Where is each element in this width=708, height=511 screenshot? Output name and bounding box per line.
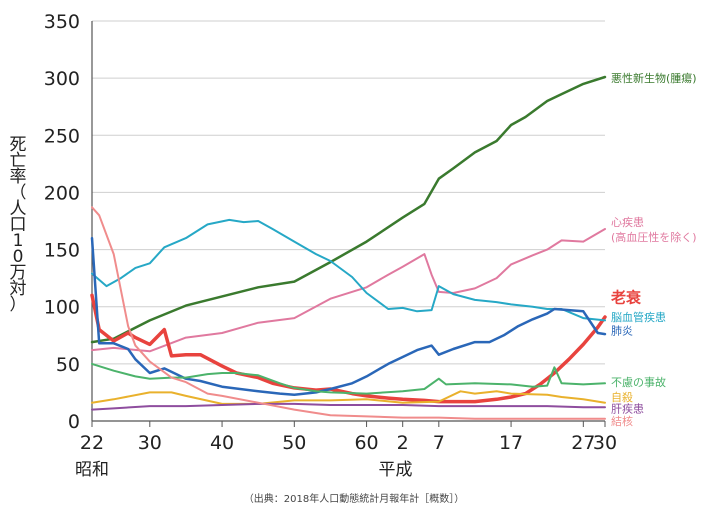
x-tick-label: 30	[138, 432, 162, 454]
y-tick-label: 250	[44, 125, 80, 147]
y-axis-label-char: 0	[13, 247, 24, 267]
series-label: 結核	[611, 414, 633, 428]
series-label: 脳血管疾患	[611, 310, 666, 324]
series-label: 悪性新生物(腫瘍)	[611, 71, 697, 85]
y-tick-label: 50	[56, 354, 80, 376]
series-label: 不慮の事故	[611, 375, 666, 389]
series-line	[91, 206, 606, 420]
y-tick-label: 0	[68, 411, 80, 433]
x-tick-label: 22	[80, 432, 104, 454]
series-line	[91, 218, 606, 322]
series-line	[91, 362, 606, 395]
series-line	[91, 228, 606, 353]
source-note: （出典：2018年人口動態統計月報年計［概数］）	[244, 492, 464, 505]
y-tick-label: 350	[44, 11, 80, 33]
series-line	[91, 402, 606, 411]
y-tick-label: 300	[44, 68, 80, 90]
series-line	[90, 293, 607, 404]
x-tick-label: 50	[282, 432, 306, 454]
y-tick-label: 200	[44, 182, 80, 204]
series-label: 心疾患	[611, 215, 644, 229]
x-tick-label: 2	[397, 432, 409, 454]
y-axis-label-char: 人	[10, 199, 27, 219]
y-axis-label-char: ）	[10, 295, 27, 315]
series-line	[91, 390, 606, 405]
series-label: 肝疾患	[611, 401, 644, 415]
series-label: 肺炎	[611, 325, 633, 338]
series-line	[90, 236, 607, 396]
series-label: 自殺	[611, 390, 633, 404]
y-axis-label-char: 万	[10, 263, 27, 283]
y-tick-label: 150	[44, 240, 80, 262]
y-axis-label-char: 対	[10, 279, 27, 299]
y-axis-label-char: 死	[10, 135, 27, 155]
y-axis-label-char: 率	[10, 167, 27, 187]
era-label: 平成	[378, 460, 412, 480]
series-labels: 悪性新生物(腫瘍) 心疾患(高血圧性を除く) 老衰脳血管疾患肺炎不慮の事故自殺肝疾患…	[610, 71, 697, 428]
y-axis-label-char: 口	[10, 215, 27, 235]
x-tick-label: 27	[571, 432, 595, 454]
x-tick-label: 30	[593, 432, 617, 454]
y-tick-label: 100	[44, 297, 80, 319]
x-tick-label: 7	[433, 432, 445, 454]
x-tick-label: 60	[354, 432, 378, 454]
x-tick-label: 40	[210, 432, 234, 454]
y-axis-label-char: （	[10, 183, 27, 203]
series-label: (高血圧性を除く)	[611, 230, 697, 244]
y-axis: 0 50 100 150 200 250 300 350	[44, 11, 93, 433]
series-lines	[90, 75, 607, 420]
y-axis-label-char: 亡	[10, 151, 27, 171]
series-line	[90, 75, 607, 344]
y-axis-label-char: 1	[13, 231, 24, 251]
x-tick-label: 17	[499, 432, 523, 454]
series-label: 老衰	[610, 289, 642, 307]
era-label: 昭和	[75, 460, 109, 480]
grid-lines	[92, 20, 605, 422]
